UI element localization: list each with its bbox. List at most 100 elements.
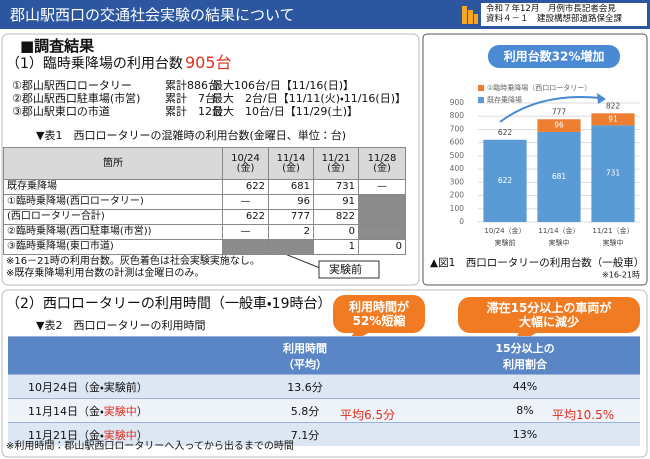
summary-text: ②郡山駅西口駐車場(市営): [12, 92, 141, 105]
row: ①臨時乗降場(西口ロータリー) —96 91: [3, 194, 406, 210]
empty-cell: [222, 239, 269, 255]
header-cell: 11/28 (金): [358, 147, 406, 180]
date-cell: 11月14日（金・実験中）: [8, 398, 200, 423]
header-cell: 15分以上の 利用割合: [410, 336, 640, 375]
callout-box: [318, 260, 380, 279]
bar: [483, 139, 527, 222]
date-text: ）: [136, 404, 148, 418]
date-text: 11月21日（金・: [28, 428, 104, 442]
date-text: 実験中: [103, 404, 137, 418]
y-tick-label: 100: [450, 204, 465, 213]
note: ※利用時間：郡山駅西口ロータリーへ入ってから出るまでの時間: [6, 441, 294, 452]
summary-text: ③郡山駅東口の市道: [12, 105, 110, 118]
legend-swatch: [478, 97, 484, 103]
table-caption: ▼表1 西口ロータリーの混雑時の利用台数(金曜日、単位：台): [36, 129, 347, 142]
legend-label: ①臨時乗降場（西口ロータリー）: [487, 83, 591, 92]
page-title: 郡山駅西口の交通社会実験の結果について: [10, 6, 295, 24]
note: ※16－21時の利用台数。灰色着色は社会実験実施なし。: [6, 256, 260, 267]
header-cell: 11/14 (金): [268, 147, 314, 180]
row: 既存乗降場 622 681 731—: [3, 179, 406, 195]
date-cell: 11月21日（金・実験中）: [8, 422, 200, 446]
date-text: 実験前: [103, 380, 137, 394]
trend-arrow: [499, 96, 601, 123]
header-cell: 箇所: [3, 147, 223, 180]
legend-label: 既存乗降場: [487, 95, 522, 104]
bar: [591, 125, 635, 222]
x-tick-label: 11/21（金）: [592, 226, 633, 235]
date-text: 11月14日（金・: [28, 404, 104, 418]
table: 利用時間 （平均） 15分以上の 利用割合 10月24日（金・実験前） 13.6分 44…: [8, 336, 640, 446]
total-label: 622: [498, 128, 513, 137]
callout: 実験前: [329, 263, 362, 276]
date-text: ）: [136, 380, 148, 394]
bar: [591, 113, 635, 126]
summary-text: ①郡山駅西口ロータリー: [12, 79, 132, 92]
heading: （2）西口ロータリーの利用時間（一般車・19時台）: [6, 296, 332, 312]
header-cell: 利用時間 （平均）: [200, 336, 410, 375]
icon: [468, 10, 473, 24]
y-tick-label: 900: [450, 98, 465, 107]
date-text: 実験中: [103, 428, 137, 442]
total: 905台: [185, 53, 232, 72]
x-tick-label: 10/24（金）: [484, 226, 525, 235]
summary-text: 最大106台/日【11/16(日)】: [212, 79, 354, 92]
icon: [462, 6, 467, 24]
cell: 8%: [410, 398, 640, 423]
x-tick-note: 実験中: [603, 238, 624, 247]
table-caption: ▼表2 西口ロータリーの利用時間: [36, 319, 206, 332]
cell: 13%: [410, 422, 640, 446]
y-tick-label: 300: [450, 177, 465, 186]
icon: [474, 14, 478, 24]
title-box: [488, 45, 620, 68]
x-tick-label: 11/14（金）: [538, 226, 579, 235]
bar-label: 622: [498, 176, 513, 185]
row: 10月24日（金・実験前） 13.6分 44%: [8, 374, 640, 399]
header-row: 箇所 10/24 (金) 11/14 (金) 11/21 (金) 11/28 (金): [3, 147, 406, 180]
y-tick-label: 500: [450, 151, 465, 160]
subheading: （1）臨時乗降場の利用台数: [6, 56, 183, 72]
x-tick-note: 実験中: [549, 238, 570, 247]
info-box: [481, 3, 647, 26]
legend-swatch: [478, 85, 484, 91]
summary-text: 累計886台: [165, 79, 219, 92]
row: ③臨時乗降場(東口市道) 1 0: [3, 239, 406, 255]
callout: 利用時間が 52%短縮: [333, 295, 425, 333]
table: 箇所 10/24 (金) 11/14 (金) 11/21 (金) 11/28 (金) 既存…: [3, 147, 406, 255]
arrow-head: [597, 93, 606, 104]
y-tick-label: 200: [450, 191, 465, 200]
bar-label: 731: [606, 169, 621, 178]
row: 11月21日（金・実験中） 7.1分 13%: [8, 422, 640, 446]
heading: ■調査結果: [20, 37, 95, 55]
header-info: 令和７年12月 月例市長記者会見: [486, 4, 616, 14]
panel: [422, 33, 648, 286]
bar-label: 96: [554, 121, 564, 130]
cell: 44%: [410, 374, 640, 399]
panel: [1, 289, 648, 458]
chart-title: 利用台数32%増加: [504, 49, 605, 64]
total-label: 822: [606, 101, 621, 110]
bar: [537, 119, 581, 132]
empty-cell: [268, 239, 314, 255]
date-cell: 10月24日（金・実験前）: [8, 374, 200, 399]
average: 平均10.5%: [552, 408, 615, 422]
cell: ③臨時乗降場(東口市道): [3, 239, 223, 255]
total-label: 777: [552, 107, 567, 116]
header-cell: [8, 336, 200, 375]
y-tick-label: 600: [450, 138, 465, 147]
cell: 0: [358, 239, 406, 255]
summary-text: 累計 12台: [165, 105, 223, 118]
date-text: ）: [136, 428, 148, 442]
date-text: 10月24日（金・: [28, 380, 104, 394]
header-info: 資料４－１ 建設構想部道路保全課: [486, 14, 623, 24]
header-cell: 11/21 (金): [313, 147, 359, 180]
cell: 7.1分: [200, 422, 410, 446]
summary-text: 累計 7台: [165, 92, 216, 105]
y-tick-label: 700: [450, 124, 465, 133]
row: 11月14日（金・実験中） 5.8分 8%: [8, 398, 640, 423]
y-tick-label: 800: [450, 111, 465, 120]
summary-text: 最大 2台/日【11/11(火)・11/16(日)】: [212, 92, 407, 105]
callout: 滞在15分以上の車両が 大幅に減少: [458, 297, 640, 333]
